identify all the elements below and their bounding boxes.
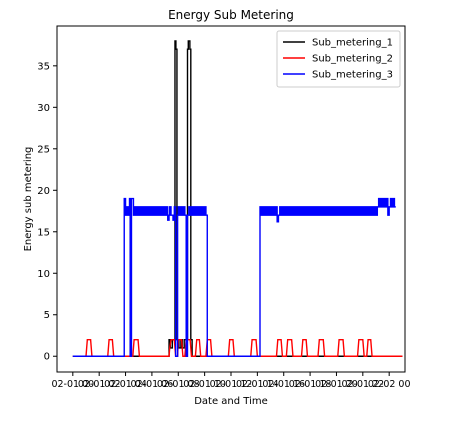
x-tick-label-11: 02-01 22 (341, 379, 384, 390)
x-tick-label-6: 02-01 12 (210, 379, 253, 390)
x-tick-label-4: 02-01 08 (157, 379, 200, 390)
x-tick-label-9: 02-01 18 (289, 379, 332, 390)
series-line-3 (72, 197, 396, 357)
legend-box (276, 30, 401, 88)
legend: Sub_metering_1 Sub_metering_2 Sub_metering… (276, 30, 401, 88)
x-tick-label-8: 02-01 16 (262, 379, 305, 390)
x-tick-label-2: 02-01 04 (104, 379, 147, 390)
y-tick-label-6: 30 (37, 103, 50, 114)
x-tick-label-7: 02-01 14 (236, 379, 279, 390)
y-tick-label-0: 0 (44, 352, 50, 363)
x-tick-label-3: 02-01 06 (131, 379, 174, 390)
x-tick-label-10: 02-01 20 (315, 379, 358, 390)
x-tick-label-12: 02-02 00 (368, 379, 411, 390)
plot-area (72, 40, 403, 357)
y-tick-label-4: 20 (37, 186, 50, 197)
y-tick-label-7: 35 (37, 61, 50, 72)
legend-label-1: Sub_metering_1 (312, 38, 393, 49)
y-axis-label: Energy sub metering (23, 147, 34, 252)
x-tick-label-0: 02-01 00 (51, 379, 94, 390)
y-tick-label-5: 25 (37, 144, 50, 155)
y-tick-label-3: 15 (37, 227, 50, 238)
x-axis-label: Date and Time (194, 396, 268, 407)
x-tick-label-1: 02-01 02 (78, 379, 121, 390)
y-tick-label-2: 10 (37, 269, 50, 280)
chart-title: Energy Sub Metering (168, 8, 294, 22)
legend-label-3: Sub_metering_3 (312, 70, 393, 81)
y-axis: 0 5 10 15 20 25 30 35 (37, 61, 57, 363)
y-tick-label-1: 5 (44, 310, 50, 321)
legend-label-2: Sub_metering_2 (312, 54, 393, 65)
x-tick-label-5: 02-01 10 (183, 379, 226, 390)
series-line-2 (72, 338, 403, 357)
series-line-1 (72, 40, 403, 357)
